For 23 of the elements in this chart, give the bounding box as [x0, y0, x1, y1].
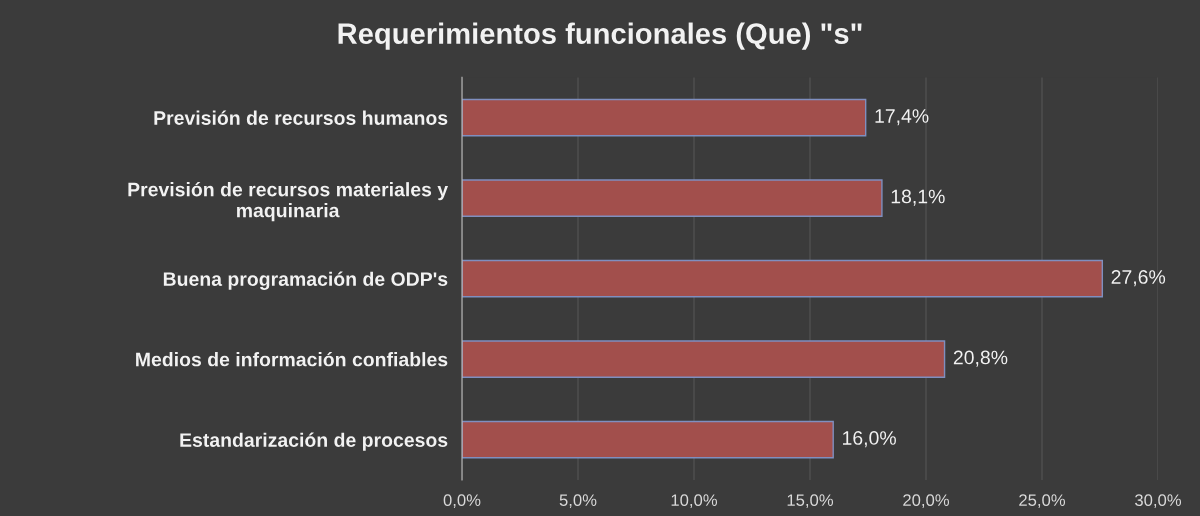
data-label: 27,6% — [1111, 270, 1166, 287]
x-tick-label: 15,0% — [787, 494, 834, 508]
bar — [462, 179, 883, 217]
x-tick-label: 0,0% — [443, 494, 481, 508]
y-tick-label: Buena programación de ODP's — [163, 271, 448, 290]
x-tick-label: 30,0% — [1135, 494, 1182, 508]
x-tick-label: 10,0% — [671, 494, 718, 508]
data-label: 18,1% — [891, 189, 945, 206]
data-label: 16,0% — [843, 431, 896, 448]
x-tick-label: 5,0% — [559, 494, 597, 508]
y-tick-label: Medios de información confiables — [136, 351, 448, 367]
x-tick-label: 20,0% — [903, 494, 950, 508]
bar — [462, 420, 834, 459]
data-label: 17,4% — [875, 109, 929, 126]
y-tick-label: Previsión de recursos materiales y maquinaria — [128, 181, 449, 222]
bar — [462, 98, 867, 137]
y-tick-label: Estandarización de procesos — [180, 432, 448, 451]
bar — [462, 259, 1104, 298]
data-label: 20,8% — [953, 350, 1008, 367]
bar — [462, 340, 946, 378]
x-tick-label: 25,0% — [1019, 494, 1066, 508]
y-tick-label: Previsión de recursos humanos — [154, 110, 448, 125]
chart-title: Requerimientos funcionales (Que) "s" — [338, 22, 862, 50]
